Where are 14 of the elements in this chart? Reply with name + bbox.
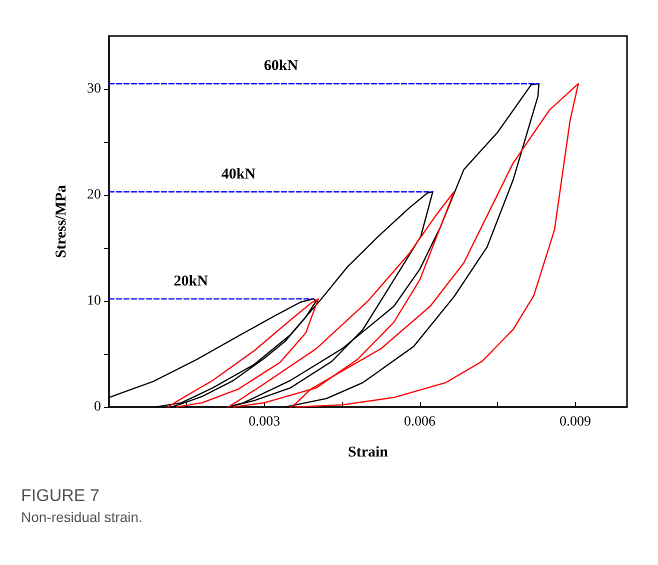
x-tick-label: 0.006 <box>404 414 436 430</box>
series-label: 60kN <box>264 58 298 74</box>
text: Non-residual strain. <box>21 509 142 525</box>
series-label: 20kN <box>174 273 208 290</box>
y-tick-label: 0 <box>94 400 101 414</box>
y-tick-label: 30 <box>87 82 101 96</box>
series-label: 40kN <box>221 166 256 182</box>
y-tick-label: 20 <box>87 188 101 202</box>
x-tick-label: 0.003 <box>248 414 280 430</box>
x-axis-title: Strain <box>348 444 389 460</box>
x-tick-label: 0.009 <box>559 414 591 430</box>
y-tick-label: 10 <box>87 294 101 308</box>
text: FIGURE 7 <box>21 486 100 505</box>
y-axis-title: Stress/MPa <box>54 184 70 258</box>
